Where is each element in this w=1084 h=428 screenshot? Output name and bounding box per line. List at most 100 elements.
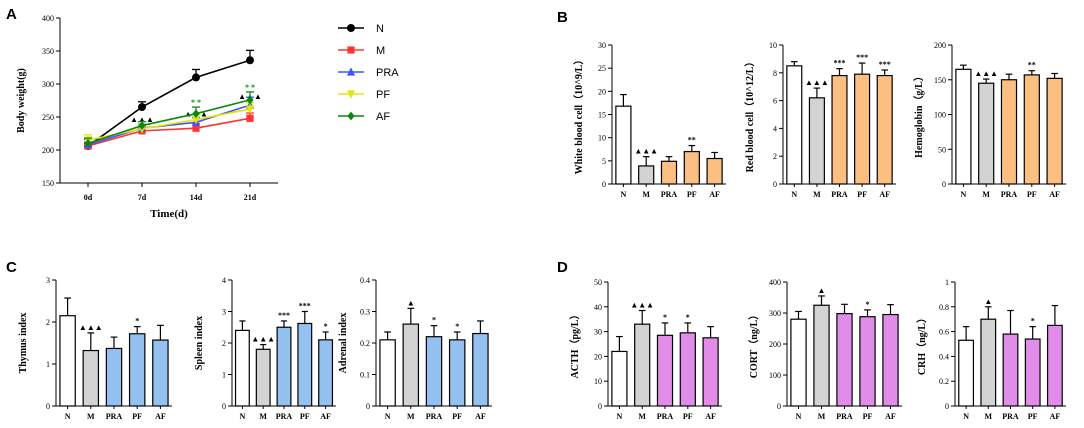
y-tick-label: 0 [598, 402, 602, 411]
bar-n [234, 329, 250, 407]
chart-c2: 0 1 2 3 4 Spleen index N ▲▲▲ M *** PRA *** PF * AF [194, 276, 336, 421]
significance-mark: ▲▲▲ [974, 69, 998, 78]
data-point [246, 95, 254, 105]
legend-marker [347, 46, 355, 54]
data-point [192, 73, 200, 82]
y-axis-title: Adrenal index [338, 313, 349, 374]
x-tick-label: PRA [1001, 190, 1018, 199]
y-tick-label: 0.4 [360, 276, 370, 285]
bar-af [1046, 77, 1063, 185]
data-point [192, 124, 200, 132]
y-tick-label: 50 [594, 278, 602, 287]
x-tick-label: N [617, 412, 623, 421]
y-tick-label: 50 [938, 145, 946, 154]
data-point [138, 121, 146, 130]
legend-marker [346, 67, 356, 76]
x-tick-label: N [961, 190, 967, 199]
bar-pf [854, 73, 871, 185]
y-tick-label: 200 [42, 146, 54, 155]
y-tick-label: 8 [773, 69, 777, 78]
y-tick-label: 400 [42, 14, 54, 23]
data-point [84, 139, 92, 148]
y-tick-label: 3 [222, 308, 226, 317]
bar-n [786, 65, 803, 185]
significance-mark: ** [688, 136, 696, 145]
y-axis-title: Hemoglobin（g/L） [912, 71, 925, 158]
bar-m [634, 323, 651, 407]
x-tick-label: PF [687, 190, 697, 199]
y-tick-label: 150 [42, 179, 54, 188]
y-tick-label: 1 [46, 360, 50, 369]
significance-mark: ▲▲▲ [805, 78, 829, 87]
bar-pra [425, 336, 443, 407]
series-line [87, 117, 251, 147]
bar-pf [1024, 338, 1041, 407]
x-tick-label: M [818, 412, 826, 421]
significance-mark: ** [1028, 61, 1036, 70]
x-tick-label: AF [885, 412, 896, 421]
significance-mark: * [866, 300, 870, 309]
y-axis-title: ACTH（pg/L） [568, 310, 581, 379]
chart-b3: 0 50 100 150 200 Hemoglobin（g/L） N ▲▲▲ M PRA ** PF A… [912, 41, 1066, 199]
bar-n [958, 339, 975, 407]
x-tick-label: PRA [831, 190, 848, 199]
bar-pf [683, 150, 700, 185]
y-tick-label: 400 [769, 278, 781, 287]
y-tick-label: 0.6 [939, 328, 949, 337]
data-point [246, 56, 254, 65]
y-tick-label: 1 [222, 371, 226, 380]
y-tick-label: 1 [945, 278, 949, 287]
bar-m [980, 318, 997, 407]
significance-mark: ▲▲▲ [251, 335, 275, 344]
significance-mark: * [135, 317, 139, 326]
bar-m [638, 165, 655, 185]
y-tick-label: 10 [594, 377, 602, 386]
x-tick-label: PF [857, 190, 867, 199]
y-tick-label: 0 [366, 402, 370, 411]
chart-d2: 0 100 200 300 400 CORT（ng/L） N ▲ M PRA * PF AF [747, 278, 902, 421]
x-tick-label: N [65, 412, 71, 421]
x-tick-label: N [963, 412, 969, 421]
y-axis-title: Body weight(g) [16, 68, 27, 133]
series-line [87, 99, 251, 145]
y-tick-label: 30 [594, 328, 602, 337]
y-tick-label: 25 [598, 64, 606, 73]
bar-m [978, 82, 995, 185]
legend-label: AF [376, 111, 390, 123]
bar-pf [297, 322, 313, 407]
x-tick-label: N [240, 412, 246, 421]
x-tick-label: PRA [836, 412, 853, 421]
significance-mark: ▲▲▲ [130, 115, 154, 124]
x-tick-label: PRA [1002, 412, 1019, 421]
x-tick-label: M [813, 190, 821, 199]
panel-label-b: B [557, 9, 568, 26]
bar-m [255, 348, 271, 407]
y-tick-label: 0.4 [939, 352, 949, 361]
x-tick-label: M [985, 412, 993, 421]
y-tick-label: 2 [222, 339, 226, 348]
x-tick-label: AF [155, 412, 166, 421]
y-tick-label: 150 [934, 76, 946, 85]
y-axis-title: White blood cell（10^9/L） [572, 55, 585, 175]
x-tick-label: 0d [84, 193, 93, 202]
legend-label: PRA [376, 67, 399, 79]
bar-pra [1000, 79, 1018, 185]
bar-n [615, 105, 632, 185]
y-tick-label: 15 [598, 111, 606, 120]
y-tick-label: 30 [598, 41, 606, 50]
y-tick-label: 250 [42, 113, 54, 122]
bar-pra [831, 74, 848, 185]
x-tick-label: PRA [106, 412, 123, 421]
y-tick-label: 5 [602, 157, 606, 166]
x-tick-label: 21d [244, 193, 257, 202]
x-tick-label: AF [475, 412, 486, 421]
series-line [87, 59, 251, 147]
y-tick-label: 3 [46, 276, 50, 285]
panel-label-a: A [6, 6, 17, 23]
x-tick-label: PRA [657, 412, 674, 421]
y-tick-label: 0 [773, 180, 777, 189]
legend-label: PF [376, 89, 390, 101]
x-tick-label: M [259, 412, 267, 421]
data-point [138, 103, 146, 112]
y-axis-title: CRH（ng/L） [915, 313, 928, 375]
